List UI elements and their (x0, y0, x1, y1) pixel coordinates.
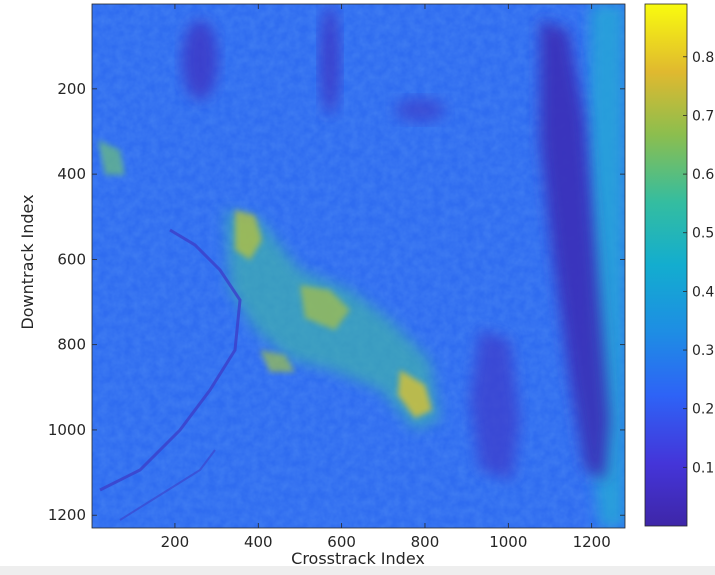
y-axis-ticks: 200 400 600 800 1000 1200 (48, 80, 625, 524)
y-tick-label: 1000 (48, 421, 86, 439)
y-tick-label: 1200 (48, 506, 86, 524)
plot-frame (91, 3, 626, 529)
x-tick-label: 400 (244, 533, 273, 551)
heatmap-image (92, 4, 625, 528)
x-axis-ticks: 200 400 600 800 1000 1200 (161, 4, 611, 551)
x-tick-label: 1200 (573, 533, 611, 551)
y-axis-label: Downtrack Index (18, 194, 37, 329)
bottom-strip (0, 566, 715, 575)
colorbar (644, 3, 688, 527)
x-tick-label: 200 (161, 533, 190, 551)
x-tick-label: 1000 (489, 533, 527, 551)
colorbar-tick-label: 0.1 (692, 460, 714, 476)
colorbar-ticks: 0.1 0.2 0.3 0.4 0.5 0.6 0.7 0.8 (683, 50, 714, 476)
y-tick-label: 200 (57, 80, 86, 98)
colorbar-tick-label: 0.8 (692, 50, 714, 66)
x-axis-label: Crosstrack Index (291, 549, 425, 568)
colorbar-tick-label: 0.6 (692, 167, 714, 183)
colorbar-tick-label: 0.2 (692, 402, 714, 418)
colorbar-tick-label: 0.3 (692, 343, 714, 359)
colorbar-tick-label: 0.7 (692, 108, 714, 124)
x-tick-label: 800 (411, 533, 440, 551)
y-tick-label: 800 (57, 336, 86, 354)
colorbar-tick-label: 0.5 (692, 226, 714, 242)
y-tick-label: 400 (57, 165, 86, 183)
x-tick-label: 600 (327, 533, 356, 551)
y-tick-label: 600 (57, 250, 86, 268)
colorbar-tick-label: 0.4 (692, 284, 714, 300)
